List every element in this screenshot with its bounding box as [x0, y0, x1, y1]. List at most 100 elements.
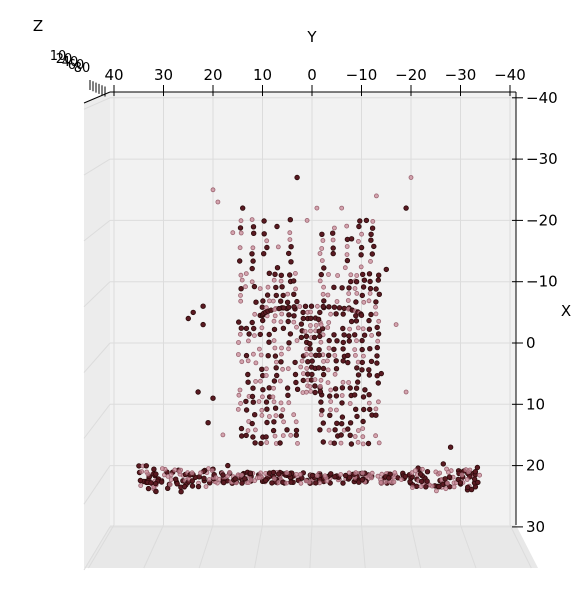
data-point: [285, 318, 291, 325]
data-point: [345, 426, 351, 432]
data-point: [347, 326, 353, 332]
data-point: [340, 379, 346, 385]
data-point: [200, 321, 206, 328]
data-point: [424, 469, 431, 475]
data-point: [326, 345, 332, 351]
data-point: [249, 319, 255, 326]
data-point: [328, 399, 334, 405]
side-grid-line: [83, 97, 111, 110]
data-point: [366, 271, 373, 277]
data-point: [250, 399, 256, 405]
data-point: [320, 365, 327, 372]
data-point: [339, 285, 345, 291]
data-point: [303, 389, 309, 395]
data-point: [276, 305, 282, 312]
data-point: [361, 406, 367, 413]
data-point: [333, 358, 339, 364]
data-point: [436, 484, 442, 490]
data-point: [352, 434, 358, 439]
data-point: [264, 238, 270, 244]
data-point: [266, 270, 272, 276]
data-point: [272, 313, 278, 319]
data-point: [280, 305, 287, 311]
data-point: [444, 466, 450, 472]
data-point: [324, 358, 330, 364]
data-point: [308, 388, 314, 394]
data-point: [205, 420, 211, 426]
data-point: [359, 477, 365, 483]
data-point: [209, 468, 215, 474]
data-point: [270, 298, 276, 304]
data-point: [275, 244, 281, 250]
data-point: [374, 373, 380, 379]
z-tick-label: 60: [68, 58, 85, 73]
data-point: [423, 484, 429, 490]
data-point: [326, 352, 332, 358]
data-point: [288, 479, 294, 485]
data-point: [340, 325, 346, 332]
data-point: [274, 372, 280, 379]
data-point: [332, 386, 339, 392]
data-point: [200, 303, 206, 309]
y-tick-label: −20: [395, 66, 427, 84]
data-point: [345, 298, 351, 303]
data-point: [367, 285, 374, 292]
data-point: [300, 371, 306, 377]
data-point: [340, 339, 346, 346]
data-point: [357, 218, 363, 224]
data-point: [340, 480, 346, 486]
data-point: [433, 488, 439, 494]
data-point: [316, 352, 322, 358]
data-point: [251, 333, 257, 339]
data-point: [342, 472, 349, 479]
x-tick-label: 30: [526, 518, 545, 536]
x-ticks: −40 −30 −20 −10 0 10 20 30: [512, 89, 558, 536]
data-point: [471, 476, 478, 482]
y-tick-label: 10: [253, 66, 272, 84]
data-point: [360, 470, 365, 476]
data-point: [276, 471, 282, 477]
data-point: [258, 440, 264, 447]
data-point: [279, 345, 284, 351]
data-point: [360, 394, 367, 400]
data-point: [369, 251, 375, 257]
data-point: [291, 313, 297, 319]
y-tick-label: 20: [203, 66, 222, 84]
data-point: [333, 393, 340, 399]
data-point: [253, 378, 259, 384]
data-point: [257, 331, 263, 338]
data-point: [286, 250, 292, 257]
data-point: [189, 478, 195, 484]
data-point: [278, 359, 284, 365]
data-point: [341, 332, 347, 338]
data-point: [293, 379, 299, 386]
z-tick-label: 10: [50, 49, 67, 64]
data-point: [309, 358, 315, 364]
data-point: [370, 218, 376, 224]
data-point: [297, 471, 303, 477]
data-point: [373, 406, 379, 412]
data-point: [373, 299, 379, 305]
data-point: [279, 311, 285, 317]
data-point: [355, 428, 361, 433]
data-point: [272, 306, 278, 312]
data-point: [271, 419, 277, 425]
y-tick-label: 30: [154, 66, 173, 84]
data-point: [330, 237, 336, 243]
data-point: [315, 316, 322, 322]
data-point: [269, 480, 275, 486]
data-point: [308, 315, 314, 321]
data-point: [249, 279, 255, 285]
data-point: [362, 387, 368, 393]
data-point: [321, 298, 327, 304]
data-point: [304, 217, 310, 223]
data-point: [273, 359, 279, 365]
data-point: [273, 365, 279, 371]
data-point: [365, 440, 372, 447]
data-point: [332, 371, 338, 377]
data-point: [260, 387, 266, 393]
data-point: [260, 317, 266, 324]
data-point: [328, 471, 334, 477]
data-point: [358, 312, 365, 318]
data-point: [250, 245, 256, 251]
